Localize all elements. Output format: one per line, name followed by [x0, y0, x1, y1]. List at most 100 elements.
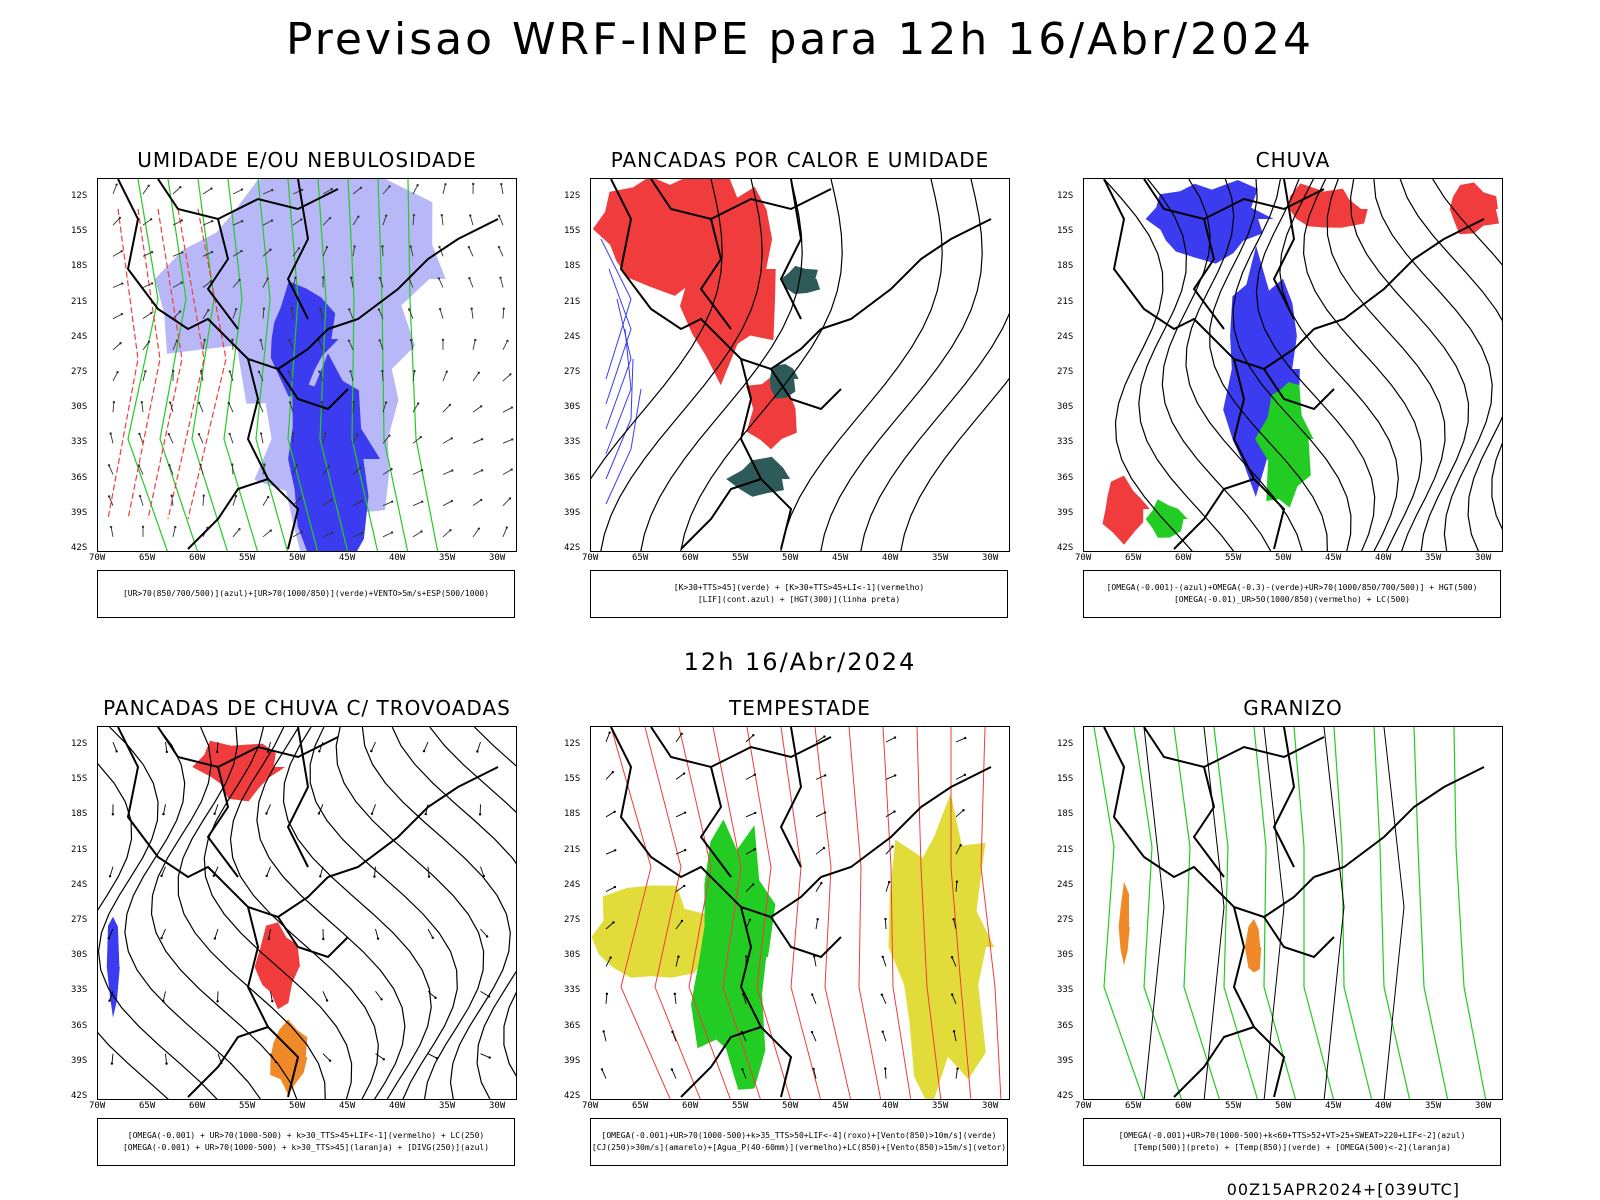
precipitable-water-contour	[678, 727, 731, 1099]
wind-vector	[228, 402, 234, 413]
wind-vector	[322, 532, 333, 538]
wind-vector-head	[263, 463, 266, 466]
latitude-label: 39S	[564, 1055, 581, 1066]
wind-vector	[472, 372, 480, 382]
longitude-label: 35W	[1425, 553, 1442, 563]
wind-850-vector	[742, 994, 747, 1004]
streamline-250	[429, 727, 516, 1077]
latitude-label: 18S	[1057, 809, 1074, 820]
wind-850-vector	[955, 809, 964, 818]
wind-850-vector-head	[955, 880, 959, 883]
wind-850-vector-head	[682, 772, 686, 775]
wind-850-vector-head	[950, 993, 954, 996]
wind-vector-head	[175, 339, 179, 342]
wind-vector-head	[112, 401, 116, 404]
streamline-arrow	[480, 1053, 490, 1059]
wind-vector	[289, 340, 294, 350]
latitude-label: 27S	[1057, 915, 1074, 925]
longitude-label: 40W	[1375, 1101, 1392, 1111]
wind-vector	[382, 402, 387, 413]
latitude-label: 18S	[564, 261, 581, 272]
wind-850-vector	[951, 957, 957, 967]
hgt300-contour	[640, 179, 803, 551]
wind-vector-head	[359, 186, 363, 190]
longitude-label: 65W	[139, 1101, 156, 1111]
longitude-label: 60W	[682, 553, 699, 563]
wind-vector	[232, 220, 243, 226]
wind-vector-head	[497, 214, 501, 218]
wind-vector	[108, 496, 114, 506]
streamline-arrow-head	[373, 875, 376, 878]
longitude-label: 60W	[682, 1101, 699, 1111]
wind-850-vector-head	[670, 1068, 674, 1071]
wind-850-vector-head	[891, 845, 894, 848]
wind-850-vector-head	[893, 774, 897, 777]
wind-850-vector	[675, 773, 685, 780]
streamline-arrow-head	[328, 1059, 332, 1062]
wind-vector	[172, 340, 178, 351]
wind-vector-head	[441, 338, 445, 342]
border-line	[1173, 1026, 1255, 1098]
latitude-label: 12S	[71, 739, 88, 749]
latitude-label: 27S	[564, 367, 581, 377]
latitude-label: 24S	[564, 879, 581, 890]
wind-vector	[438, 278, 444, 288]
border-line	[1103, 727, 1315, 919]
wind-850-vector-head	[602, 1030, 605, 1033]
wind-850-vector	[953, 1031, 957, 1042]
wind-vector-head	[325, 245, 329, 249]
latitude-label: 36S	[1057, 472, 1074, 483]
streamline-arrow	[476, 741, 481, 752]
wind-vector-head	[330, 531, 334, 534]
wind-vector	[322, 188, 332, 195]
wind-vector	[322, 433, 326, 444]
border-line	[1232, 358, 1286, 550]
wind-vector-head	[347, 308, 351, 311]
wind-vector-head	[420, 500, 424, 503]
wind-850-vector	[675, 733, 683, 743]
wind-vector-head	[471, 182, 475, 186]
wind-vector	[352, 467, 361, 475]
streamline-arrow	[266, 866, 271, 877]
wind-vector	[472, 469, 483, 475]
latitude-label: 24S	[71, 331, 88, 342]
border-line	[246, 906, 300, 1098]
longitude-label: 55W	[1225, 1101, 1242, 1111]
legend-line: [OMEGA(-0.001) + UR>70(1000-500) + k>30_…	[122, 1143, 490, 1152]
longitude-label: 40W	[389, 1101, 406, 1111]
latitude-label: 42S	[71, 543, 88, 553]
legend-line: [CJ(250)>30m/s](amarelo)+[Agua_P(40-60mm…	[591, 1143, 1007, 1152]
streamline-arrow	[373, 866, 376, 877]
wind-vector-head	[468, 214, 472, 217]
wind-vector-head	[357, 215, 360, 218]
wind-vector-head	[440, 214, 444, 217]
legend-line: [UR>70(850/700/500)](azul)+[UR>70(1000/8…	[122, 589, 490, 598]
divergence-blue-area	[106, 916, 120, 1018]
wind-850-vector	[813, 956, 817, 967]
longitude-label: 45W	[339, 1101, 356, 1111]
wind-vector	[352, 402, 355, 413]
longitude-label: 45W	[832, 553, 849, 563]
wind-850-vector-head	[950, 956, 954, 959]
wind-850-vector-head	[820, 881, 823, 885]
wind-vector-head	[115, 183, 118, 186]
wind-vector-head	[390, 500, 394, 503]
wind-850-vector-head	[741, 1068, 744, 1071]
latitude-label: 30S	[564, 402, 581, 413]
wind-850-vector-head	[959, 844, 962, 847]
latitude-label: 39S	[564, 507, 581, 518]
wind-850-vector-head	[753, 848, 756, 851]
border-line	[1192, 766, 1225, 878]
wind-vector	[142, 371, 146, 382]
latitude-label: 12S	[1057, 191, 1074, 201]
streamline-arrow-head	[110, 1062, 114, 1065]
wind-vector-head	[378, 276, 381, 280]
wind-vector-head	[262, 307, 266, 310]
latitude-label: 27S	[564, 915, 581, 925]
wind-vector	[318, 371, 324, 382]
wind-vector-head	[321, 276, 325, 279]
streamline-arrow-head	[165, 750, 169, 754]
precipitable-water-contour	[780, 727, 821, 1099]
wind-vector-head	[197, 432, 201, 436]
wind-vector-head	[168, 401, 172, 404]
